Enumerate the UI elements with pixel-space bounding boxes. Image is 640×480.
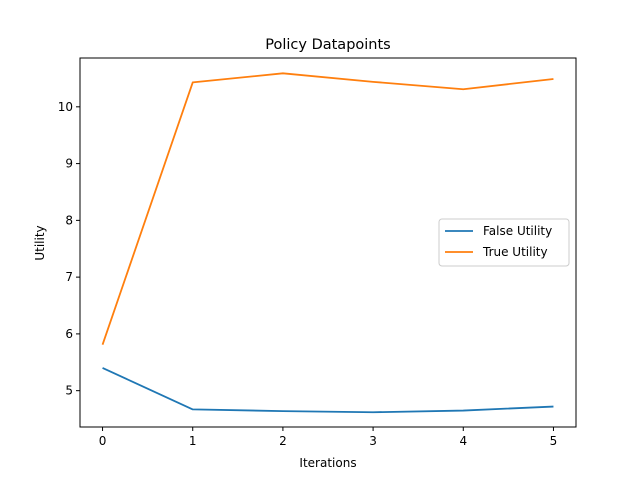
y-axis: 5 6 7 8 9 10 [58,100,80,398]
y-tick-label: 10 [58,100,73,114]
chart-title: Policy Datapoints [265,37,390,53]
y-tick-label: 7 [65,270,73,284]
x-tick-label: 4 [459,434,467,448]
y-tick-label: 6 [65,327,73,341]
x-axis-label: Iterations [299,456,356,470]
y-axis-label: Utility [33,225,47,260]
series-layer [101,72,554,414]
y-tick-label: 8 [65,213,73,227]
series-line-true-utility [101,72,554,345]
x-tick-label: 0 [99,434,107,448]
x-tick-label: 2 [279,434,287,448]
plot-frame [79,57,577,428]
legend: False Utility True Utility [438,218,570,267]
x-axis: 0 1 2 3 4 5 [99,427,558,448]
y-tick-label: 9 [65,157,73,171]
y-tick-label: 5 [65,384,73,398]
x-tick-label: 1 [189,434,197,448]
series-line-false-utility [102,367,554,414]
legend-label-false-utility: False Utility [483,224,552,238]
x-tick-label: 3 [369,434,377,448]
x-tick-label: 5 [550,434,558,448]
legend-label-true-utility: True Utility [482,245,548,259]
